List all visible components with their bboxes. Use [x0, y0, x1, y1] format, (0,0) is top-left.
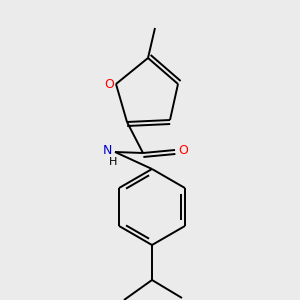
Text: O: O — [104, 77, 114, 91]
Text: O: O — [178, 143, 188, 157]
Text: N: N — [102, 145, 112, 158]
Text: H: H — [109, 157, 117, 167]
